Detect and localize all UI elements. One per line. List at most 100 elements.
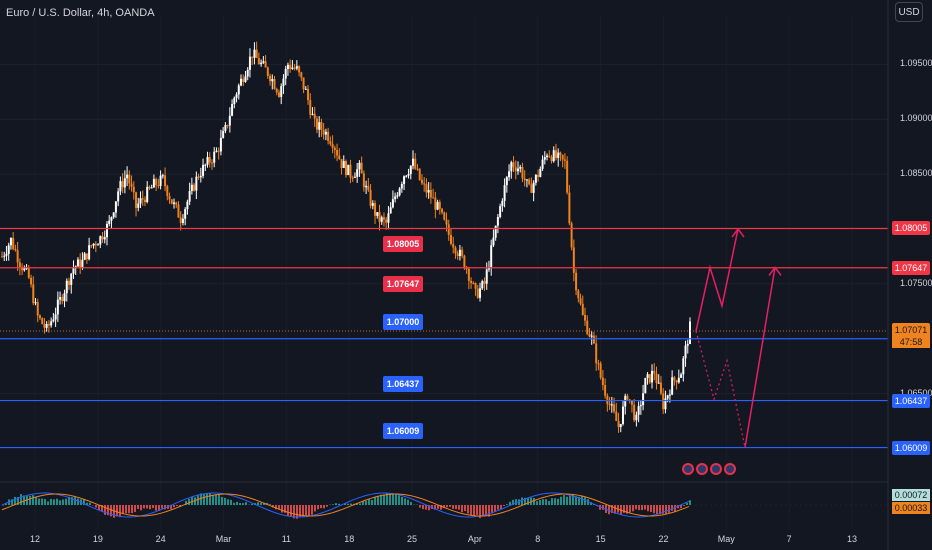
osc-bar	[161, 505, 163, 509]
candle-body	[534, 174, 537, 183]
osc-bar	[101, 505, 103, 512]
candle-body	[9, 237, 12, 246]
candle-body	[409, 165, 412, 174]
x-tick-label: 19	[92, 534, 103, 544]
candle-body	[260, 62, 263, 65]
candle-body	[472, 283, 475, 285]
candle-body	[128, 174, 131, 184]
candle-body	[150, 187, 153, 189]
candle-body	[639, 405, 642, 407]
osc-bar	[89, 502, 91, 505]
candle-body	[202, 164, 205, 176]
candle-body	[271, 79, 274, 82]
osc-bar	[443, 505, 445, 509]
candle-body	[675, 380, 678, 383]
osc-bar	[164, 505, 166, 510]
arrowhead-icon	[731, 227, 745, 238]
osc-bar	[125, 505, 127, 514]
osc-bar	[251, 503, 253, 505]
candle-body	[244, 76, 247, 82]
event-flag-icon[interactable]	[696, 463, 708, 475]
osc-bar	[170, 505, 172, 510]
osc-bar	[623, 505, 625, 513]
osc-bar	[608, 505, 610, 515]
osc-bar	[59, 500, 61, 505]
osc-bar	[119, 505, 121, 518]
candle-body	[568, 192, 571, 224]
osc-value-tag: 0.00033	[892, 502, 930, 514]
osc-bar	[38, 498, 40, 505]
osc-bar	[542, 499, 544, 505]
osc-bar	[110, 505, 112, 517]
osc-bar	[2, 505, 4, 506]
candle-body	[470, 280, 473, 284]
candle-body	[63, 293, 66, 302]
candle-body	[208, 157, 211, 163]
osc-bar	[572, 493, 574, 505]
candlestick-series	[1, 41, 691, 433]
osc-bar	[83, 499, 85, 505]
event-flag-icon[interactable]	[710, 463, 722, 475]
osc-bar	[344, 503, 346, 505]
arrowhead-icon	[768, 266, 782, 276]
candle-body	[289, 64, 292, 69]
osc-bar	[299, 505, 301, 517]
candle-body	[492, 237, 495, 246]
candle-body	[458, 249, 461, 256]
osc-bar	[20, 494, 22, 505]
candle-body	[362, 173, 365, 188]
economic-events-row[interactable]	[682, 463, 736, 475]
osc-bar	[434, 505, 436, 510]
candle-body	[590, 335, 593, 337]
candle-body	[559, 152, 562, 155]
projection-alt-path	[744, 267, 776, 448]
candle-body	[586, 320, 589, 335]
candle-body	[215, 150, 218, 152]
event-flag-icon[interactable]	[724, 463, 736, 475]
currency-button[interactable]: USD	[895, 2, 923, 22]
candle-body	[3, 255, 6, 257]
osc-bar	[287, 505, 289, 516]
candle-body	[228, 115, 231, 126]
candle-body	[581, 303, 584, 315]
candle-body	[248, 56, 251, 70]
candle-body	[601, 377, 604, 386]
candle-body	[501, 200, 504, 207]
signal-line	[1, 493, 690, 517]
candle-body	[539, 168, 542, 177]
osc-bar	[98, 505, 100, 511]
osc-bar	[437, 505, 439, 509]
candle-body	[664, 398, 667, 410]
candle-body	[353, 176, 356, 178]
last-price-tag: 1.07071	[892, 322, 930, 337]
candle-body	[56, 299, 59, 315]
osc-bar	[668, 505, 670, 513]
osc-bar	[548, 501, 550, 505]
candle-body	[152, 179, 155, 188]
osc-bar	[191, 496, 193, 505]
candle-body	[5, 253, 8, 256]
osc-bar	[293, 505, 295, 519]
candle-body	[97, 244, 100, 246]
candle-body	[170, 199, 173, 204]
candle-body	[157, 185, 160, 187]
osc-bar	[227, 499, 229, 505]
candle-body	[646, 374, 649, 379]
x-tick-label: 7	[786, 534, 792, 544]
osc-bar	[551, 498, 553, 505]
candle-body	[166, 186, 169, 197]
osc-bar	[635, 505, 637, 510]
candle-body	[615, 411, 618, 421]
event-flag-icon[interactable]	[682, 463, 694, 475]
candle-body	[525, 179, 528, 181]
candle-body	[34, 302, 37, 304]
osc-bar	[674, 505, 676, 512]
osc-bar	[518, 499, 520, 505]
level-label: 1.06009	[383, 422, 423, 439]
candle-body	[597, 363, 600, 365]
candle-body	[47, 324, 50, 326]
osc-bar	[389, 493, 391, 505]
candle-body	[302, 77, 305, 90]
candle-body	[483, 281, 486, 284]
